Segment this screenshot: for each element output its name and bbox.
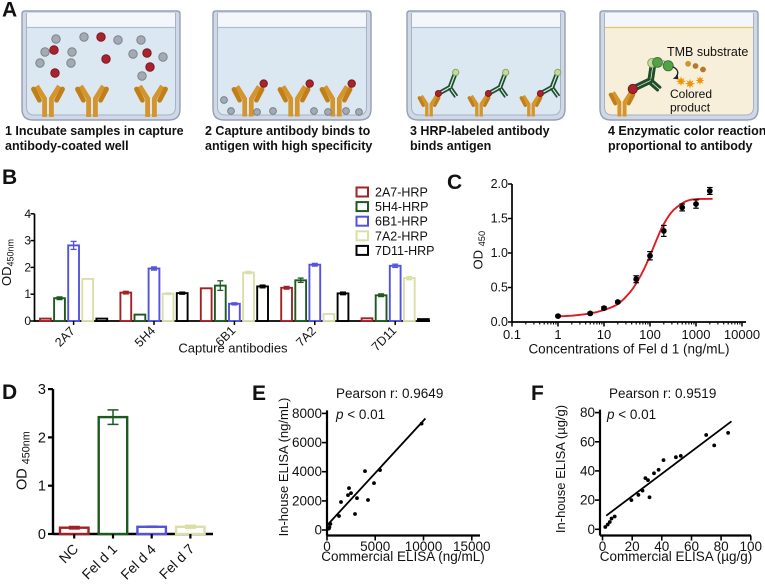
svg-text:1: 1 <box>554 327 561 342</box>
svg-text:5H4-HRP: 5H4-HRP <box>375 200 429 214</box>
svg-text:4000: 4000 <box>292 464 322 479</box>
svg-text:Capture antibodies: Capture antibodies <box>178 341 288 356</box>
svg-text:0: 0 <box>24 314 31 328</box>
svg-text:7D11-HRP: 7D11-HRP <box>375 244 435 258</box>
svg-text:80: 80 <box>580 405 595 420</box>
svg-text:0: 0 <box>314 523 322 538</box>
svg-text:3: 3 <box>24 234 31 248</box>
svg-text:7A2-HRP: 7A2-HRP <box>375 229 428 243</box>
svg-text:20: 20 <box>580 493 595 508</box>
svg-text:3 HRP-labeled antibody: 3 HRP-labeled antibody <box>410 124 550 138</box>
svg-text:Pearson r: 0.9519: Pearson r: 0.9519 <box>609 386 716 401</box>
svg-text:antibody-coated well: antibody-coated well <box>5 139 129 153</box>
svg-text:0: 0 <box>587 522 595 537</box>
svg-text:100: 100 <box>639 327 661 342</box>
svg-text:p < 0.01: p < 0.01 <box>335 407 385 422</box>
svg-text:0: 0 <box>38 527 46 543</box>
svg-text:60: 60 <box>684 539 699 554</box>
svg-text:100: 100 <box>740 539 763 554</box>
svg-text:10: 10 <box>597 327 611 342</box>
svg-text:binds antigen: binds antigen <box>410 139 491 153</box>
svg-text:60: 60 <box>580 434 595 449</box>
svg-text:Commercial ELISA (ng/mL): Commercial ELISA (ng/mL) <box>321 549 485 564</box>
svg-text:Pearson r: 0.9649: Pearson r: 0.9649 <box>336 386 443 401</box>
svg-text:1.5: 1.5 <box>491 212 508 226</box>
svg-text:1: 1 <box>38 479 46 495</box>
svg-text:F: F <box>531 382 544 405</box>
svg-text:TMB substrate: TMB substrate <box>667 45 748 59</box>
svg-text:Commercial ELISA (µg/g): Commercial ELISA (µg/g) <box>600 549 753 564</box>
svg-text:3: 3 <box>38 382 46 398</box>
svg-text:product: product <box>670 101 711 115</box>
svg-text:2000: 2000 <box>292 493 322 508</box>
svg-text:A: A <box>2 0 17 22</box>
svg-text:6B1-HRP: 6B1-HRP <box>375 215 428 229</box>
svg-text:0.1: 0.1 <box>503 327 521 342</box>
svg-text:0: 0 <box>599 539 607 554</box>
svg-text:Colored: Colored <box>670 87 712 101</box>
svg-text:20: 20 <box>625 539 640 554</box>
svg-text:1.0: 1.0 <box>491 246 508 260</box>
svg-text:40: 40 <box>654 539 669 554</box>
svg-text:0: 0 <box>323 539 331 554</box>
svg-text:8000: 8000 <box>292 406 322 421</box>
svg-text:40: 40 <box>580 463 595 478</box>
svg-text:1 Incubate samples in capture: 1 Incubate samples in capture <box>5 124 184 138</box>
svg-text:6000: 6000 <box>292 435 322 450</box>
svg-text:In-house ELISA (µg/g): In-house ELISA (µg/g) <box>553 405 568 533</box>
svg-text:4: 4 <box>24 207 31 221</box>
svg-text:In-house ELISA (ng/mL): In-house ELISA (ng/mL) <box>276 398 291 537</box>
svg-text:2: 2 <box>38 430 46 446</box>
svg-text:0.0: 0.0 <box>491 315 508 329</box>
svg-text:p < 0.01: p < 0.01 <box>606 407 656 422</box>
svg-text:10000: 10000 <box>724 327 760 342</box>
svg-text:C: C <box>447 171 462 194</box>
svg-text:80: 80 <box>714 539 729 554</box>
svg-text:0.5: 0.5 <box>491 281 508 295</box>
svg-text:B: B <box>2 166 17 189</box>
svg-text:10000: 10000 <box>405 539 443 554</box>
svg-text:5000: 5000 <box>360 539 390 554</box>
svg-text:15000: 15000 <box>453 539 491 554</box>
svg-text:2: 2 <box>24 260 31 274</box>
svg-text:E: E <box>252 382 266 405</box>
svg-text:4 Enzymatic color reaction: 4 Enzymatic color reaction <box>608 124 765 138</box>
svg-text:antigen with high specificity: antigen with high specificity <box>205 139 372 153</box>
svg-text:proportional to antibody: proportional to antibody <box>608 139 752 153</box>
svg-text:2A7-HRP: 2A7-HRP <box>375 186 428 200</box>
svg-text:2 Capture antibody binds to: 2 Capture antibody binds to <box>205 124 371 138</box>
svg-text:Concentrations of Fel d 1 (ng/: Concentrations of Fel d 1 (ng/mL) <box>528 342 729 357</box>
svg-text:D: D <box>2 381 17 404</box>
svg-text:2.0: 2.0 <box>491 177 508 191</box>
svg-text:1: 1 <box>24 287 31 301</box>
svg-text:1000: 1000 <box>682 327 711 342</box>
